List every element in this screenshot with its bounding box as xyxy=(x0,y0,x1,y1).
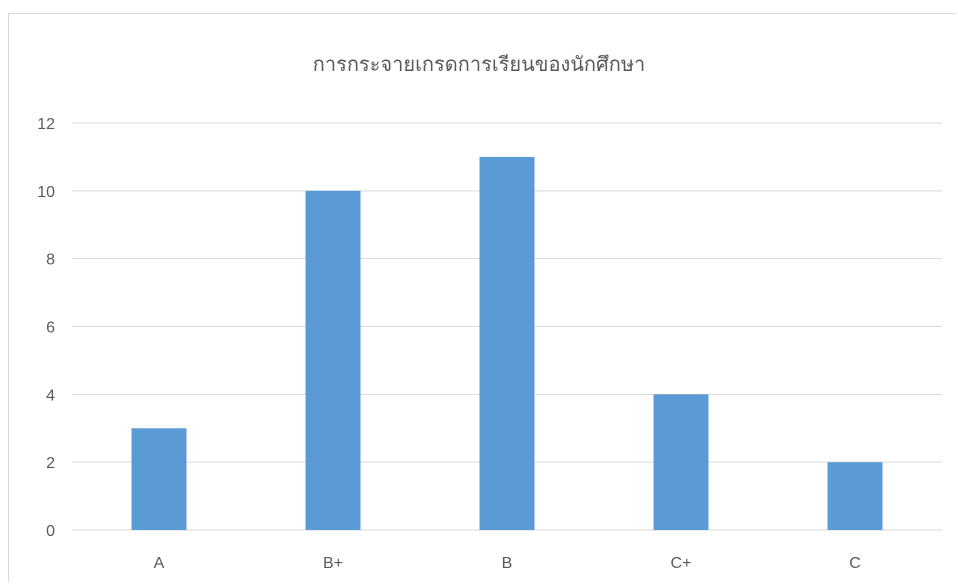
y-tick-label: 0 xyxy=(46,523,55,540)
x-axis-ticks: A B+ B C+ C xyxy=(154,555,861,572)
bar-A xyxy=(131,428,187,530)
x-tick-label: B xyxy=(502,555,513,572)
bar-B+ xyxy=(305,190,361,531)
x-tick-label: B+ xyxy=(323,555,343,572)
x-tick-label: A xyxy=(154,555,165,572)
y-axis-ticks: 0 2 4 6 8 10 12 xyxy=(37,116,55,540)
bar-B xyxy=(479,156,535,530)
bar-C+ xyxy=(653,394,709,530)
y-tick-label: 2 xyxy=(46,455,55,472)
y-tick-label: 6 xyxy=(46,320,55,337)
x-tick-label: C xyxy=(849,555,861,572)
y-tick-label: 12 xyxy=(37,116,55,133)
chart-title: การกระจายเกรดการเรียนของนักศึกษา xyxy=(312,52,646,76)
bars xyxy=(131,156,883,531)
x-tick-label: C+ xyxy=(671,555,692,572)
y-tick-label: 10 xyxy=(37,184,55,201)
y-tick-label: 8 xyxy=(46,252,55,269)
bar-C xyxy=(827,462,883,530)
y-tick-label: 4 xyxy=(46,387,55,404)
